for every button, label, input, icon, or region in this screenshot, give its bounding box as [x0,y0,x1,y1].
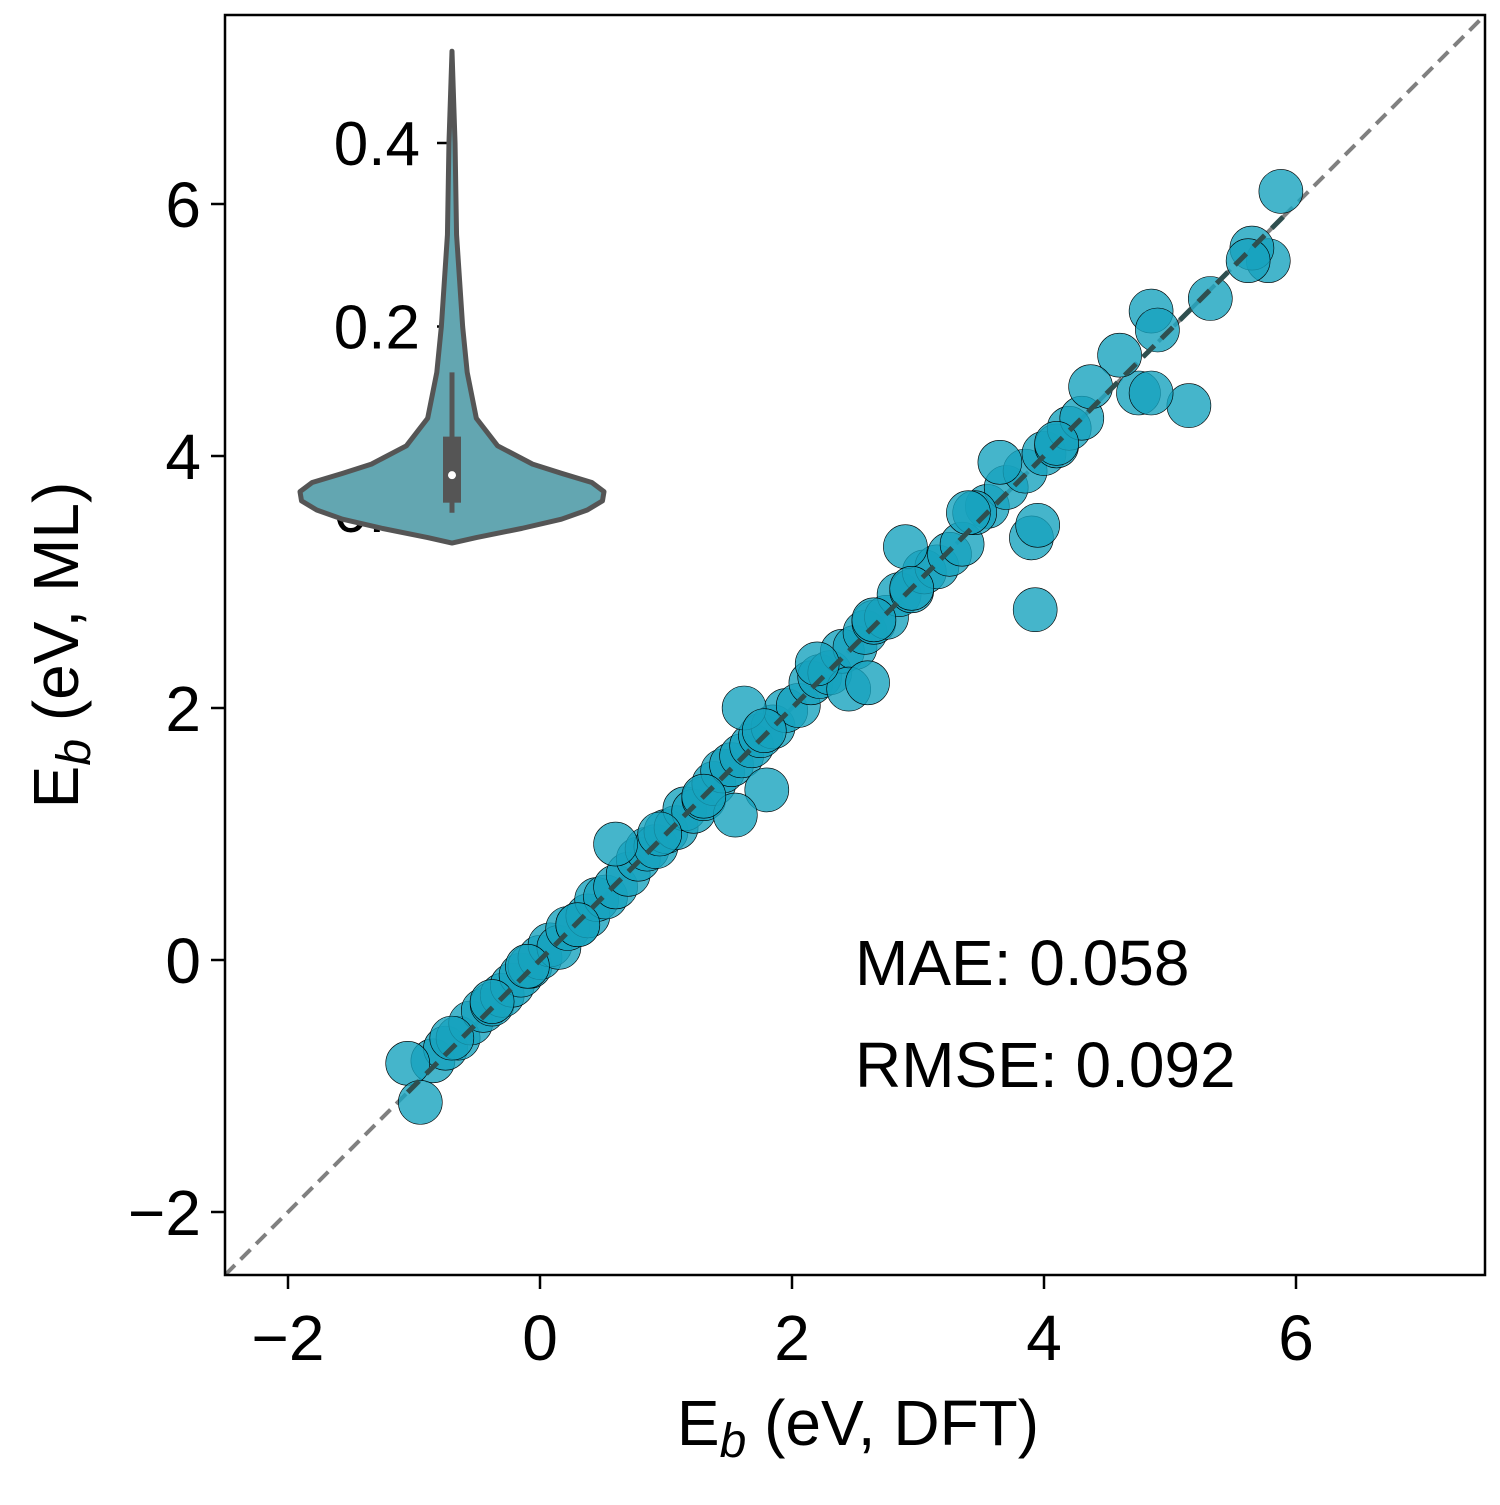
x-tick-label: 0 [522,1302,558,1374]
violin-median [448,471,456,480]
scatter-point [1012,587,1058,633]
x-axis-label: Eb (eV, DFT) [677,1387,1039,1468]
y-tick-label: 0 [165,925,201,997]
scatter-point [429,1015,475,1061]
violin-body [297,48,607,546]
y-tick-label: −2 [128,1177,201,1249]
y-tick-label: 6 [165,169,201,241]
scatter-point [469,979,515,1024]
x-label-sub: b [720,1415,747,1468]
y-label-base: E [20,766,92,809]
x-tick-label: 2 [774,1302,810,1374]
scatter-point [593,821,638,867]
y-label-sub: b [48,739,101,766]
scatter-point [1188,276,1233,321]
scatter-point [845,660,890,706]
y-axis-label: Eb (eV, ML) [20,482,101,809]
y-tick-label: 4 [165,421,201,493]
scatter-point [1225,238,1271,284]
annotation: RMSE: 0.092 [855,1029,1236,1101]
axes-frame [223,13,1487,1277]
scatter-point [1068,364,1113,410]
scatter-point [883,524,928,570]
scatter-point [397,1080,443,1125]
inset-y-tick-label: 0.2 [334,294,420,363]
scatter-point [851,597,897,643]
scatter-point [1015,502,1060,548]
x-tick-label: 4 [1026,1302,1062,1374]
x-tick-label: −2 [252,1302,325,1374]
scatter-point [741,708,787,753]
inset-y-tick-label: 0.4 [334,110,420,179]
scatter-point [977,439,1023,485]
scatter-point [744,767,790,813]
scatter-point [1135,307,1180,353]
x-tick-label: 6 [1278,1302,1314,1374]
scatter-point [385,1041,431,1086]
plot-area [225,15,1485,1275]
annotation: MAE: 0.058 [855,927,1189,999]
scatter-point [505,943,550,989]
x-label-base: E [677,1387,720,1459]
y-label-rest: (eV, ML) [20,482,92,739]
scatter-point [637,811,683,857]
scatter-point [1166,383,1212,428]
scatter-point [1258,169,1304,214]
y-tick-label: 2 [165,673,201,745]
x-label-rest: (eV, DFT) [746,1387,1039,1459]
violin-box [443,436,461,503]
scatter-point [1128,370,1174,416]
